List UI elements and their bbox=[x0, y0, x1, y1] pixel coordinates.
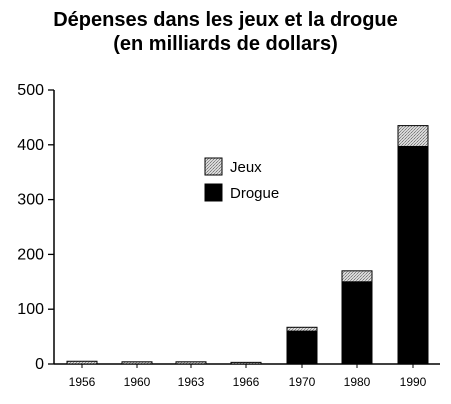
y-tick-label: 100 bbox=[17, 301, 44, 318]
legend-label-jeux: Jeux bbox=[230, 159, 262, 176]
bar-jeux-1990 bbox=[397, 125, 429, 147]
chart-title: Dépenses dans les jeux et la drogue (en … bbox=[0, 8, 451, 56]
x-tick-label: 1966 bbox=[233, 375, 260, 389]
legend-label-drogue: Drogue bbox=[230, 185, 279, 202]
x-tick-label: 1956 bbox=[69, 375, 96, 389]
bar-drogue-1970 bbox=[286, 330, 318, 365]
y-tick-label: 0 bbox=[35, 356, 44, 373]
y-tick-label: 500 bbox=[17, 82, 44, 99]
chart-subtitle: (en milliards de dollars) bbox=[113, 33, 338, 55]
x-tick-label: 1970 bbox=[289, 375, 316, 389]
x-tick-label: 1960 bbox=[124, 375, 151, 389]
bars bbox=[66, 125, 429, 365]
bar-jeux-1980 bbox=[341, 270, 373, 283]
bar-drogue-1990 bbox=[397, 145, 429, 365]
y-tick-label: 200 bbox=[17, 246, 44, 263]
chart-title-line1: Dépenses dans les jeux et la drogue bbox=[53, 9, 398, 31]
bar-drogue-1980 bbox=[341, 281, 373, 365]
x-tick-label: 1963 bbox=[178, 375, 205, 389]
legend-swatch-drogue bbox=[204, 183, 223, 202]
bar-jeux-1960 bbox=[121, 361, 153, 365]
bar-jeux-1970 bbox=[286, 326, 318, 332]
bar-jeux-1963 bbox=[175, 361, 207, 365]
y-tick-label: 400 bbox=[17, 137, 44, 154]
legend: Jeux Drogue bbox=[204, 157, 279, 202]
axes: 0 100 200 300 400 500 bbox=[17, 82, 440, 373]
legend-swatch-jeux bbox=[204, 157, 223, 176]
category-labels: 1956 1960 1963 1966 1970 1980 1990 bbox=[69, 364, 427, 389]
bar-jeux-1966 bbox=[230, 361, 262, 365]
bar-jeux-1956 bbox=[66, 360, 98, 365]
x-tick-label: 1980 bbox=[344, 375, 371, 389]
y-tick-label: 300 bbox=[17, 192, 44, 209]
x-tick-label: 1990 bbox=[400, 375, 427, 389]
